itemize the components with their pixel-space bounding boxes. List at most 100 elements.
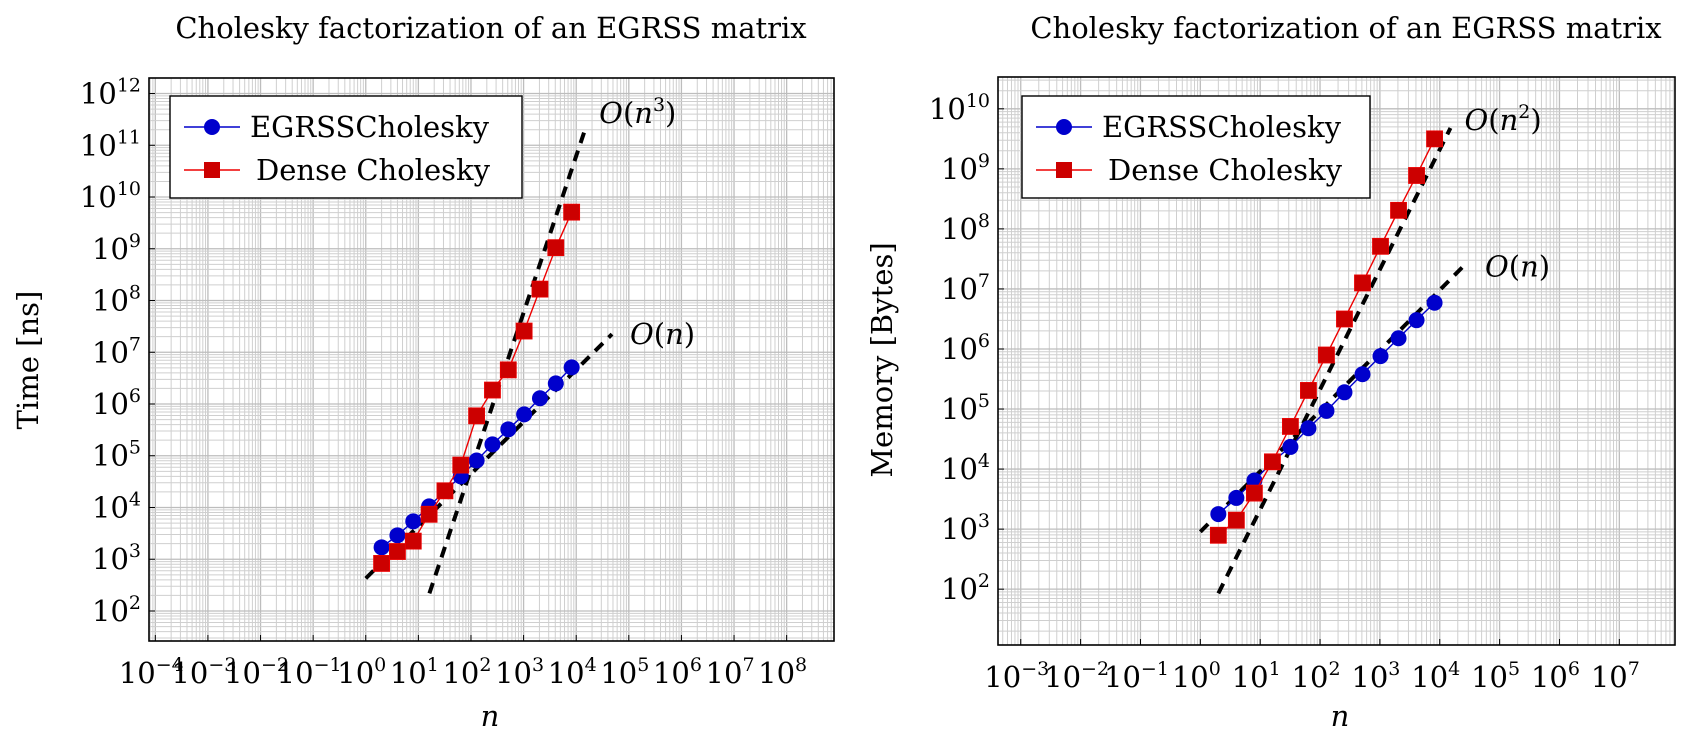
y-tick-label: 106 (941, 330, 990, 366)
legend-marker-circle-icon (1056, 119, 1072, 135)
reference-label: O(n2) (1464, 101, 1541, 137)
data-point-egrss (563, 359, 580, 376)
reference-label: O(n) (630, 317, 695, 351)
y-tick-label: 107 (92, 333, 141, 369)
data-point-dense (563, 203, 581, 221)
x-tick-label: 10−3 (171, 654, 236, 690)
x-tick-label: 107 (706, 654, 755, 690)
x-axis-label: n (481, 699, 500, 732)
data-point-dense (1318, 346, 1335, 364)
reference-line-n2 (1216, 127, 1453, 595)
legend-marker-square-icon (1056, 162, 1072, 178)
x-tick-label: 10−4 (119, 654, 184, 690)
x-tick-label: 10−2 (224, 654, 289, 690)
x-tick-label: 107 (1591, 658, 1640, 694)
legend: EGRSSCholesky Dense Cholesky (1021, 95, 1371, 199)
data-point-egrss (1282, 438, 1299, 455)
y-tick-label: 105 (92, 437, 141, 473)
y-tick-label: 109 (92, 230, 141, 266)
y-tick-label: 103 (92, 540, 141, 576)
y-tick-label: 109 (941, 150, 990, 186)
y-tick-label: 106 (92, 385, 141, 421)
legend-box (1021, 95, 1371, 199)
data-point-egrss (1246, 472, 1263, 489)
y-tick-label: 102 (941, 570, 990, 606)
data-point-dense (373, 555, 390, 572)
y-tick-label: 1010 (929, 90, 990, 126)
reference-lines: O(n) O(n2) (1198, 101, 1550, 595)
data-point-dense (515, 322, 533, 340)
x-tick-label: 10−3 (984, 658, 1049, 694)
legend-label-egrss: EGRSSCholesky (250, 110, 490, 144)
data-point-dense (1245, 484, 1263, 502)
data-point-egrss (1426, 294, 1443, 311)
data-point-dense (468, 407, 486, 425)
legend-label-dense: Dense Cholesky (1108, 153, 1343, 187)
legend-label-dense: Dense Cholesky (256, 153, 491, 187)
y-tick-label: 102 (92, 592, 141, 628)
reference-line-n3 (427, 128, 588, 595)
x-tick-label: 100 (337, 654, 386, 690)
data-point-dense (1354, 274, 1371, 292)
data-point-dense (1372, 237, 1389, 255)
data-point-egrss (1372, 348, 1389, 365)
data-point-egrss (516, 406, 533, 423)
y-axis-label: Time [ns] (11, 291, 45, 430)
time-chart: Cholesky factorization of an EGRSS matri… (11, 11, 835, 732)
data-point-dense (1408, 167, 1425, 184)
y-tick-label: 1012 (80, 75, 141, 111)
x-tick-labels: 10−310−210−1 100 101 102 103 104 105 106 107 (984, 639, 1640, 694)
y-tick-label: 105 (941, 390, 990, 426)
data-point-egrss (1210, 506, 1227, 523)
reference-label: O(n3) (599, 94, 676, 130)
data-point-egrss (547, 375, 564, 392)
x-tick-label: 104 (1411, 658, 1460, 694)
data-point-dense (1390, 201, 1407, 219)
chart-title: Cholesky factorization of an EGRSS matri… (1030, 11, 1661, 45)
legend: EGRSSCholesky Dense Cholesky (169, 95, 523, 199)
data-point-dense (1227, 511, 1245, 529)
reference-line-n (1198, 261, 1469, 534)
x-tick-label: 102 (1292, 658, 1341, 694)
data-point-egrss (531, 390, 548, 407)
y-tick-label: 107 (941, 270, 990, 306)
x-tick-label: 104 (548, 654, 597, 690)
legend-label-egrss: EGRSSCholesky (1102, 110, 1342, 144)
data-point-dense (499, 361, 517, 379)
data-point-egrss (1354, 366, 1371, 383)
x-tick-label: 106 (1531, 658, 1580, 694)
data-point-dense (436, 482, 454, 500)
data-point-egrss (1300, 420, 1317, 437)
data-point-dense (1426, 130, 1443, 148)
series-group (373, 203, 581, 572)
x-tick-label: 101 (390, 654, 439, 690)
x-tick-label: 10−2 (1044, 658, 1109, 694)
data-point-egrss (1390, 330, 1407, 347)
y-tick-label: 103 (941, 510, 990, 546)
x-tick-label: 106 (653, 654, 702, 690)
legend-box (169, 95, 523, 199)
series-group (1209, 130, 1443, 544)
data-point-dense (1263, 453, 1281, 471)
y-tick-label: 104 (92, 488, 141, 524)
x-tick-label: 10−1 (277, 654, 342, 690)
x-tick-label: 108 (758, 654, 807, 690)
x-tick-label: 105 (600, 654, 649, 690)
data-point-dense (484, 381, 501, 399)
x-tick-label: 102 (442, 654, 491, 690)
data-point-egrss (468, 452, 485, 469)
x-tick-label: 103 (1351, 658, 1400, 694)
y-tick-labels: 102 103 104 105 106 107 108 109 1010 (929, 90, 1004, 606)
x-axis-label: n (1331, 699, 1350, 732)
x-tick-label: 103 (495, 654, 544, 690)
data-point-egrss (500, 421, 517, 438)
data-point-dense (1282, 418, 1299, 435)
y-axis-label: Memory [Bytes] (865, 242, 899, 477)
data-point-dense (1300, 382, 1317, 399)
y-tick-label: 108 (941, 210, 990, 246)
x-tick-label: 100 (1172, 658, 1221, 694)
x-tick-label: 10−1 (1104, 658, 1169, 694)
data-point-egrss (389, 527, 406, 544)
data-point-dense (389, 543, 406, 560)
